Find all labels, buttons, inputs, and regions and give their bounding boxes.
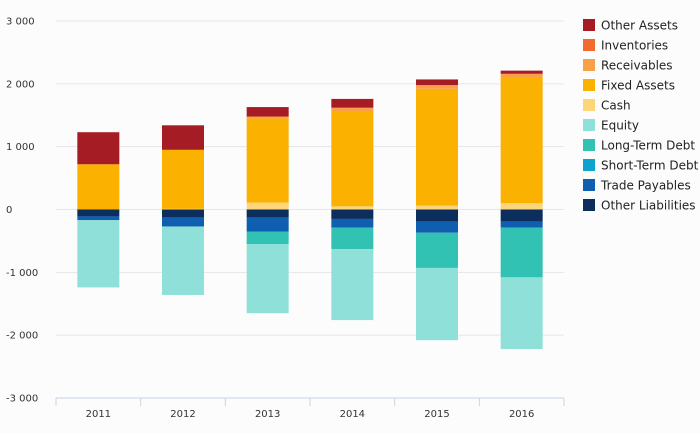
legend-label: Other Assets	[601, 19, 678, 33]
bar-segment	[331, 209, 374, 219]
bar-segment	[331, 218, 374, 228]
x-tick-label: 2012	[170, 409, 195, 420]
bar-segment	[162, 209, 204, 218]
bar-segment	[331, 107, 374, 112]
x-tick-label: 2015	[424, 409, 449, 420]
bar-segment	[416, 85, 458, 89]
legend-swatch	[583, 39, 595, 51]
bar-segment	[331, 249, 374, 321]
legend-item[interactable]: Other Assets	[583, 19, 678, 33]
bar-segment	[77, 164, 120, 210]
bar-segment	[77, 216, 120, 221]
bar-segment	[246, 107, 289, 117]
legend-swatch	[583, 59, 595, 71]
y-tick-label: 1 000	[6, 142, 35, 153]
legend-label: Receivables	[601, 59, 673, 73]
bar-segment	[416, 205, 458, 210]
y-tick-label: -3 000	[6, 394, 38, 405]
bar-segment	[77, 209, 120, 217]
bar-segment	[416, 209, 458, 222]
legend-label: Short-Term Debt	[601, 159, 699, 173]
bar-segment	[331, 98, 374, 108]
bar-segment	[331, 206, 374, 210]
bar-segment	[246, 244, 289, 314]
legend-label: Long-Term Debt	[601, 139, 695, 153]
legend-label: Trade Payables	[600, 179, 691, 193]
bar-segment	[416, 79, 458, 86]
legend-item[interactable]: Equity	[583, 119, 639, 133]
bar-segment	[77, 132, 120, 165]
legend-item[interactable]: Short-Term Debt	[583, 159, 699, 173]
legend-label: Equity	[601, 119, 639, 133]
bar-segment	[500, 277, 543, 349]
bar-segment	[500, 73, 543, 78]
legend-swatch	[583, 79, 595, 91]
legend-item[interactable]: Inventories	[583, 39, 668, 53]
bar-segment	[500, 227, 543, 278]
y-tick-label: -2 000	[6, 331, 38, 342]
bar-segment	[162, 208, 204, 210]
bar-segment	[162, 217, 204, 227]
legend-item[interactable]: Cash	[583, 99, 631, 113]
y-tick-label: 2 000	[6, 79, 35, 90]
bar-segment	[162, 125, 204, 150]
legend-swatch	[583, 139, 595, 151]
bar-segment	[246, 217, 289, 232]
bar-segment	[331, 111, 374, 207]
x-tick-label: 2013	[255, 409, 280, 420]
bar-segment	[500, 203, 543, 210]
y-tick-label: 3 000	[6, 17, 35, 28]
x-tick-label: 2014	[340, 409, 365, 420]
bar-segment	[416, 88, 458, 206]
bar-segment	[500, 221, 543, 228]
x-axis: 2011 2012 2013 2014 2015 2016	[55, 397, 565, 420]
bar-segment	[77, 220, 120, 288]
legend-item[interactable]: Receivables	[583, 59, 673, 73]
grid-lines	[56, 20, 564, 336]
bar-segment	[500, 77, 543, 204]
bar-segment	[162, 226, 204, 295]
legend-label: Cash	[601, 99, 631, 113]
bar-segment	[246, 202, 289, 210]
bar-segment	[246, 209, 289, 218]
bar-segment	[246, 118, 289, 203]
bar-segment	[246, 231, 289, 245]
legend-item[interactable]: Trade Payables	[583, 179, 691, 193]
y-tick-label: 0	[6, 205, 12, 216]
legend-item[interactable]: Fixed Assets	[583, 79, 675, 93]
y-tick-label: -1 000	[6, 268, 38, 279]
bars	[77, 70, 543, 349]
bar-segment	[416, 221, 458, 233]
bar-segment	[162, 149, 204, 209]
bar-segment	[331, 227, 374, 250]
legend-label: Fixed Assets	[601, 79, 675, 93]
bar-segment	[500, 209, 543, 222]
legend-swatch	[583, 119, 595, 131]
bar-segment	[246, 116, 289, 119]
legend-item[interactable]: Long-Term Debt	[583, 139, 695, 153]
legend: Other Assets Inventories Receivables Fixed …	[583, 19, 699, 213]
y-axis-tick-labels: 3 000 2 000 1 000 0 -1 000 -2 000 -3 000	[6, 17, 38, 405]
legend-item[interactable]: Other Liabilities	[583, 199, 696, 213]
x-tick-label: 2011	[86, 409, 111, 420]
bar-segment	[500, 70, 543, 74]
legend-swatch	[583, 179, 595, 191]
legend-swatch	[583, 199, 595, 211]
bar-segment	[416, 267, 458, 341]
bar-segment	[416, 232, 458, 268]
legend-swatch	[583, 99, 595, 111]
legend-label: Other Liabilities	[601, 199, 696, 213]
legend-label: Inventories	[601, 39, 668, 53]
legend-swatch	[583, 19, 595, 31]
x-tick-label: 2016	[509, 409, 534, 420]
legend-swatch	[583, 159, 595, 171]
